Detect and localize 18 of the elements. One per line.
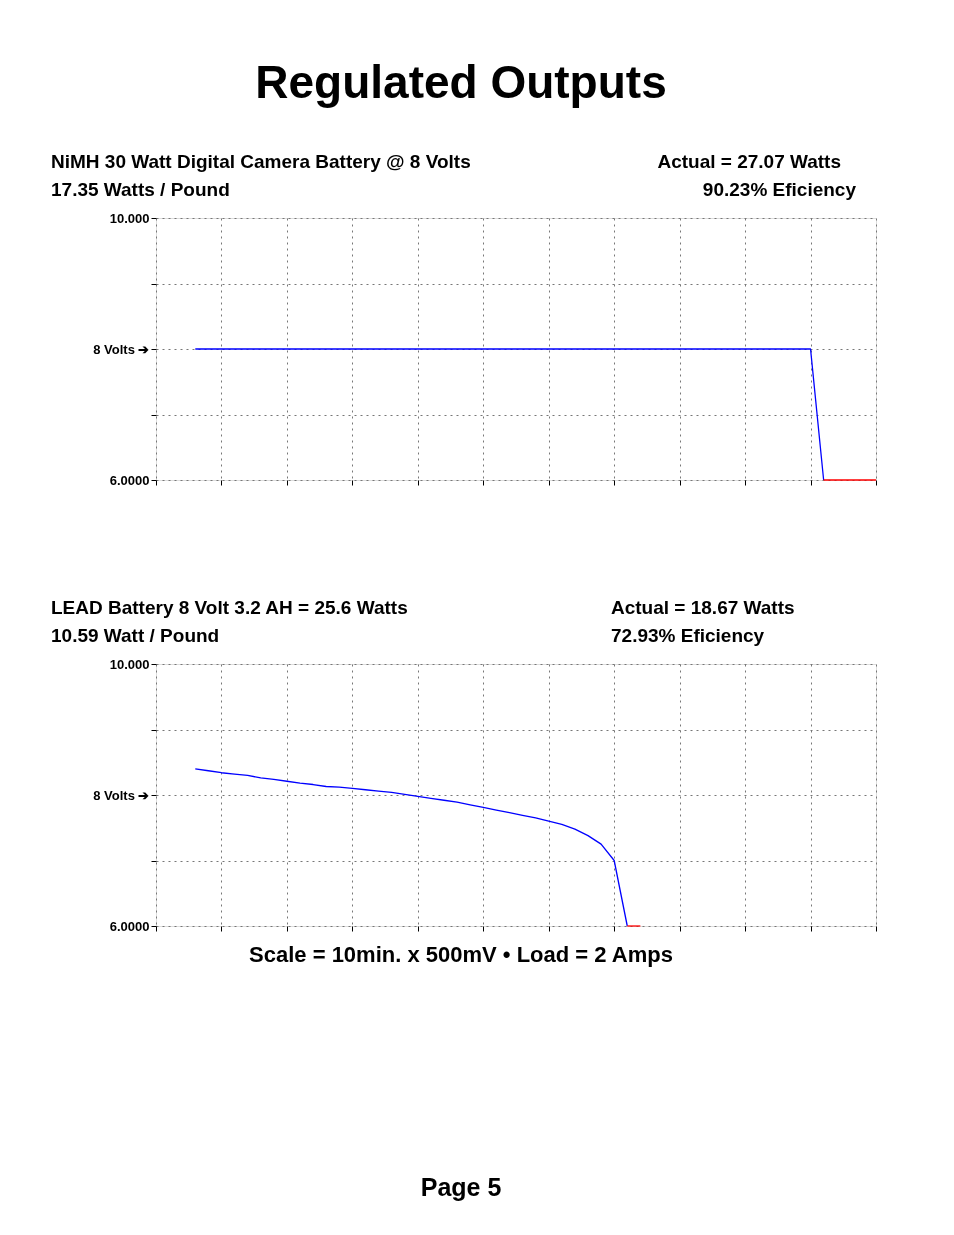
y-tick-label: 6.0000 xyxy=(109,472,150,488)
y-tick-label: 6.0000 xyxy=(109,918,150,934)
y-tick-label: 8 Volts ➔ xyxy=(93,787,150,803)
line-series xyxy=(194,768,628,927)
chart-title: NiMH 30 Watt Digital Camera Battery @ 8 Volts xyxy=(51,151,471,172)
y-tick-label: 8 Volts ➔ xyxy=(93,341,150,357)
text: Page 5 xyxy=(420,1173,502,1201)
y-tick-label: 10.000 xyxy=(109,210,150,226)
chart-subtitle: 10.59 Watt / Pound xyxy=(51,625,220,646)
chart-title: LEAD Battery 8 Volt 3.2 AH = 25.6 Watts xyxy=(51,597,408,618)
text: Actual = 27.07 Watts xyxy=(657,151,841,172)
y-tick-label: 10.000 xyxy=(109,656,150,672)
chart-subtitle: 17.35 Watts / Pound xyxy=(51,179,230,200)
text: Scale = 10min. x 500mV • Load = 2 Amps xyxy=(249,942,673,967)
text: 72.93% Eficiency xyxy=(611,625,765,646)
text: 90.23% Eficiency xyxy=(702,179,857,200)
text: Regulated Outputs xyxy=(255,56,667,108)
text: Actual = 18.67 Watts xyxy=(611,597,795,618)
